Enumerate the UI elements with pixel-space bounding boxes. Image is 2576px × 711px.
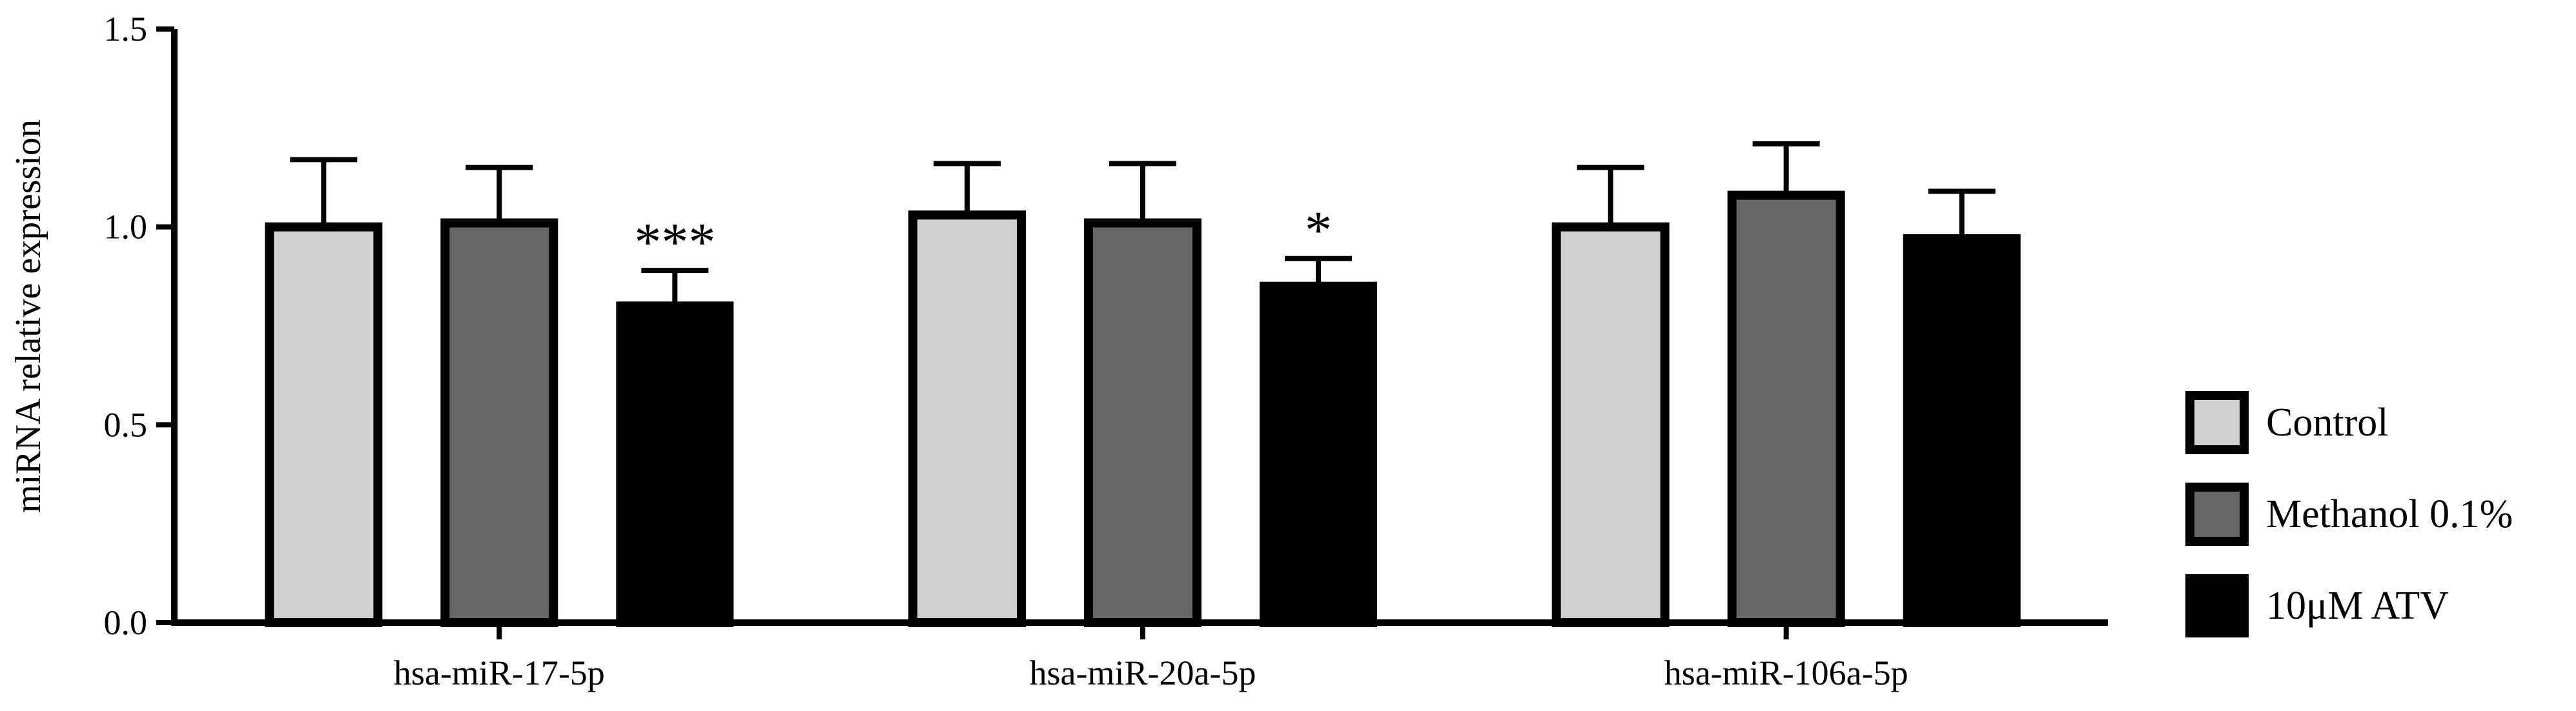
bar-methanol <box>1084 218 1201 627</box>
legend: Control Methanol 0.1% 10μM ATV <box>2185 391 2513 637</box>
bar-atv <box>616 301 734 627</box>
category-label: hsa-miR-20a-5p <box>1030 654 1256 692</box>
bar-atv <box>1260 281 1377 627</box>
legend-label: 10μM ATV <box>2266 584 2449 628</box>
bar-control <box>1551 222 1670 627</box>
bar-control <box>265 222 383 627</box>
significance-marker: *** <box>634 212 715 272</box>
bar-atv <box>1903 234 2021 628</box>
legend-swatch <box>2185 574 2249 637</box>
category-label: hsa-miR-106a-5p <box>1664 654 1908 692</box>
bars-layer: *** * <box>265 141 2021 628</box>
bar-methanol <box>440 218 558 627</box>
bar-control <box>908 210 1026 627</box>
y-axis-title: miRNA relative expression <box>8 119 48 513</box>
y-tick-label: 0.0 <box>104 603 148 642</box>
ticks-layer: 0.0 0.5 1.0 1.5 hsa-miR-17-5p hsa-miR-20a-5p h… <box>104 10 1908 692</box>
category-label: hsa-miR-17-5p <box>394 654 605 692</box>
legend-label: Methanol 0.1% <box>2266 492 2513 536</box>
legend-swatch <box>2185 483 2249 546</box>
legend-swatch <box>2185 391 2249 454</box>
y-tick-label: 1.0 <box>104 208 148 246</box>
bar-methanol <box>1727 190 1845 628</box>
y-tick-label: 1.5 <box>104 10 148 48</box>
y-tick-label: 0.5 <box>104 405 148 444</box>
significance-marker: * <box>1305 201 1332 261</box>
legend-label: Control <box>2266 401 2388 445</box>
